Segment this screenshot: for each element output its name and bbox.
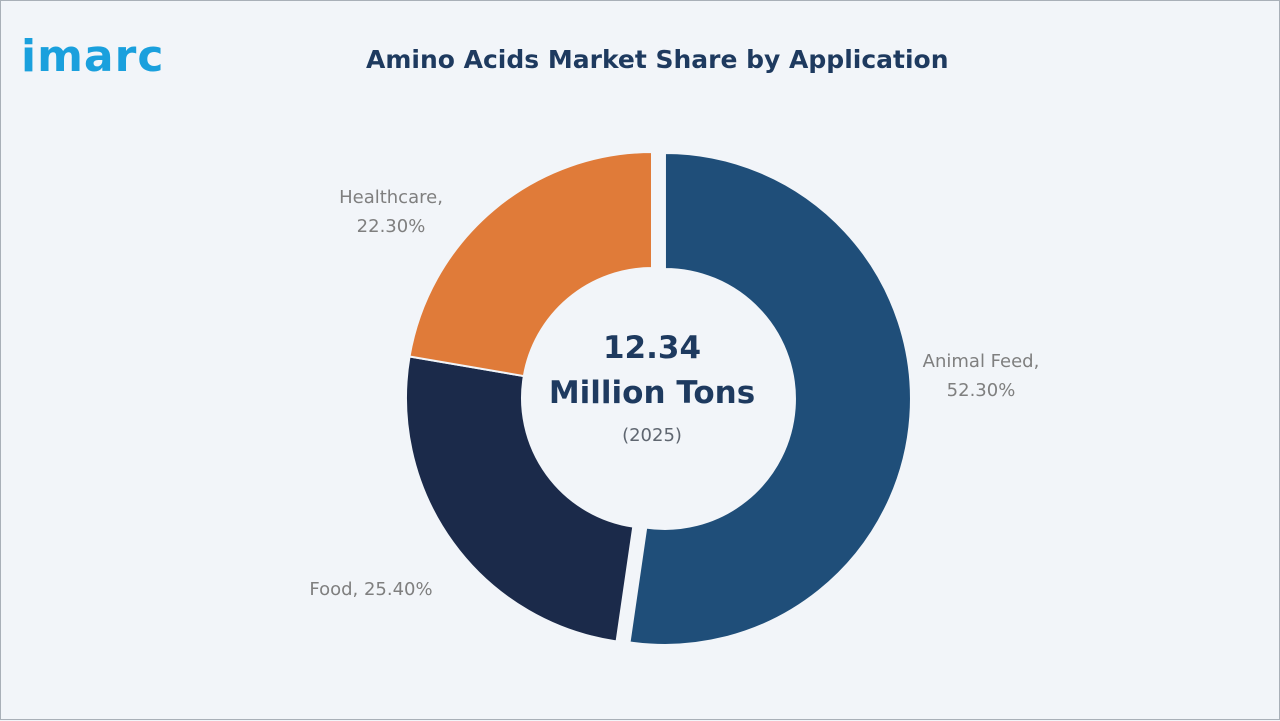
- slice-healthcare: [408, 150, 653, 378]
- slice-animal-feed: [628, 151, 912, 646]
- center-total-unit: Million Tons: [549, 375, 755, 411]
- label-food: Food, 25.40%: [309, 579, 432, 600]
- imarc-logo: imarc: [21, 31, 165, 82]
- label-animal-feed: Animal Feed, 52.30%: [923, 351, 1040, 401]
- slice-labels: Animal Feed, 52.30% Food, 25.40% Healthcare…: [309, 187, 1039, 600]
- center-total-value: 12.34: [603, 330, 701, 366]
- label-healthcare: Healthcare, 22.30%: [339, 187, 443, 237]
- chart-title: Amino Acids Market Share by Application: [366, 45, 949, 74]
- donut-slices: [405, 150, 912, 646]
- center-year: (2025): [622, 425, 682, 446]
- slice-food: [405, 355, 635, 643]
